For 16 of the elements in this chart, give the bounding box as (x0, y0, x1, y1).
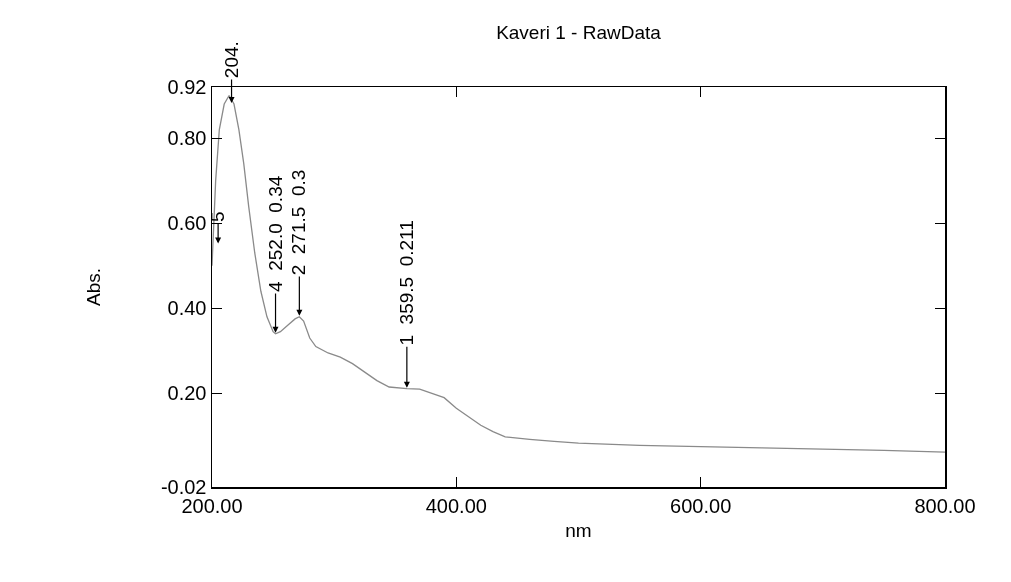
annotation: 204. (220, 41, 242, 79)
chart-title: Kaveri 1 - RawData (496, 21, 662, 43)
annotation: 4 252.0 0.34 (265, 175, 287, 292)
x-axis-title: nm (565, 520, 592, 542)
y-tick-label: 0.80 (167, 127, 207, 150)
x-tick-label: 400.00 (425, 494, 487, 517)
y-tick-label: 0.40 (167, 297, 207, 320)
y-tick-label: 0.20 (167, 382, 207, 405)
x-tick-label: 800.00 (914, 494, 976, 517)
x-tick-label: 600.00 (670, 494, 732, 517)
y-axis-title: Abs. (83, 267, 105, 307)
line-series (212, 94, 945, 453)
y-tick-label: 0.60 (167, 212, 207, 235)
annotation: 1 359.5 0.211 (396, 220, 418, 346)
annotation: 2 271.5 0.3 (288, 169, 310, 276)
y-tick-label: 0.92 (167, 76, 207, 98)
